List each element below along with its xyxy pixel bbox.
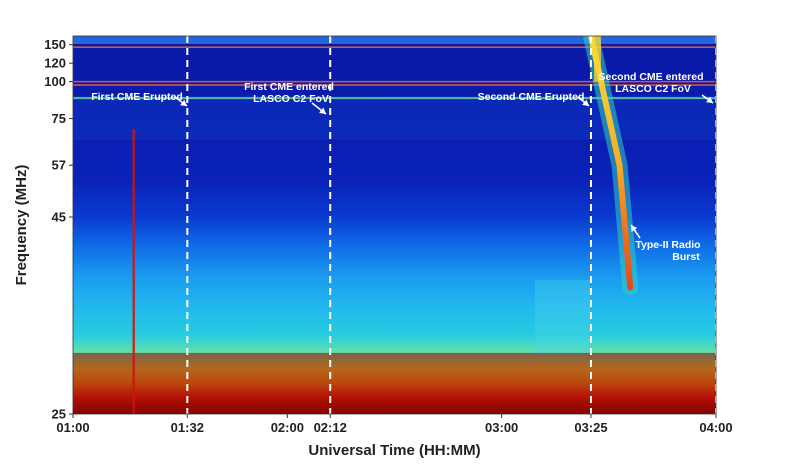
y-tick-label: 25 [52,407,66,422]
annotation-arrowhead [319,107,326,114]
x-tick-label: 01:32 [171,420,204,435]
spectrogram-plot-area [73,36,716,414]
event-markers [186,36,716,414]
annotation-label: Type-II Radio [635,239,700,251]
annotation-arrowhead [180,99,187,106]
x-axis-title: Universal Time (HH:MM) [308,442,480,459]
annotation-arrowhead [631,225,638,232]
x-tick-label: 03:25 [574,420,607,435]
annotation-label: Second CME Erupted [478,91,585,103]
annotation-arrowhead [706,96,713,103]
y-tick-label: 45 [52,210,66,225]
x-tick-label: 02:12 [314,420,347,435]
annotation-label-line2: LASCO C2 FoV [615,83,691,95]
y-tick-label: 150 [44,37,66,52]
annotation-label: Second CME entered [598,71,703,83]
x-tick-label: 03:00 [485,420,518,435]
y-axis: 25 45 57 75 100 120 150 [44,37,73,422]
annotation-label: First CME Erupted [91,91,183,103]
spectral-features [73,36,716,414]
intense-low-frequency-band [73,352,716,414]
burst-onset-column [593,36,601,82]
annotation-label: First CME entered [244,81,334,93]
y-tick-label: 75 [52,111,66,126]
plot-frame [72,35,717,415]
y-tick-label: 100 [44,74,66,89]
y-axis-title: Frequency (MHz) [13,165,30,286]
x-tick-label: 01:00 [56,420,89,435]
top-band [73,36,716,44]
y-tick-label: 57 [52,158,66,173]
y-tick-label: 120 [44,56,66,71]
annotation-label-line2: Burst [672,251,700,263]
annotation-arrowhead [582,99,589,106]
x-tick-label: 02:00 [271,420,304,435]
x-axis: 01:00 01:32 02:00 02:12 03:00 03:25 04:00 [56,414,733,435]
mid-band-shelf [535,280,590,355]
x-tick-label: 04:00 [699,420,732,435]
annotation-label-line2: LASCO C2 FoV [253,93,329,105]
